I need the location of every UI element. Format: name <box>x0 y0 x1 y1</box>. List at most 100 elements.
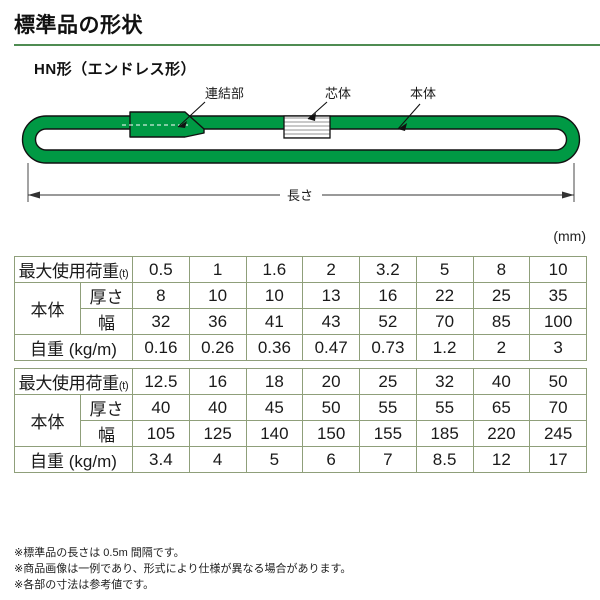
value-cell: 12 <box>472 446 531 473</box>
value-cell: 17 <box>529 446 587 473</box>
row-label-weight: 自重 (kg/m) <box>14 334 133 361</box>
header-capacity-label: 最大使用荷重(t) <box>14 256 133 283</box>
capacity-cell: 0.5 <box>132 256 190 283</box>
value-cell: 55 <box>359 394 417 421</box>
dimension-label-length: 長さ <box>283 185 318 205</box>
capacity-cell: 8 <box>472 256 531 283</box>
length-dimension-arrowheads <box>28 191 574 199</box>
footnote-item: ※標準品の長さは 0.5m 間隔です。 <box>14 547 185 559</box>
value-cell: 8.5 <box>415 446 474 473</box>
capacity-cell: 1 <box>188 256 247 283</box>
value-cell: 70 <box>415 308 474 335</box>
table-row-thickness: 本体 厚さ 40 40 45 50 55 55 65 70 <box>14 394 587 447</box>
capacity-cell: 50 <box>529 368 587 395</box>
callout-arrowheads <box>178 113 407 132</box>
spec-table-small-capacity: 最大使用荷重(t) 0.5 1 1.6 2 3.2 5 8 10 本体 厚さ 8… <box>14 256 587 361</box>
title-divider <box>14 44 600 47</box>
length-dimension <box>27 163 575 203</box>
value-cell: 245 <box>529 420 587 447</box>
section-subtitle: HN形（エンドレス形） <box>34 61 197 79</box>
value-cell: 40 <box>132 394 190 421</box>
callout-leaders <box>177 101 421 130</box>
callout-label-connector: 連結部 <box>205 86 245 102</box>
page-title: 標準品の形状 <box>14 14 143 37</box>
connector-sleeve-shape <box>122 111 205 138</box>
value-cell: 125 <box>188 420 247 447</box>
value-cell: 0.26 <box>188 334 247 361</box>
value-cell: 32 <box>132 308 190 335</box>
value-cell: 25 <box>472 282 531 309</box>
table-row-width: 幅 105 125 140 150 155 185 220 245 <box>15 420 587 447</box>
table-row-weight: 自重 (kg/m) 0.16 0.26 0.36 0.47 0.73 1.2 2… <box>14 334 587 361</box>
value-cell: 10 <box>245 282 304 309</box>
value-cell: 70 <box>529 394 587 421</box>
value-cell: 155 <box>359 420 417 447</box>
capacity-cell: 12.5 <box>132 368 190 395</box>
core-band-shape <box>283 115 331 139</box>
value-cell: 35 <box>529 282 587 309</box>
capacity-cell: 3.2 <box>359 256 417 283</box>
capacity-cell: 2 <box>302 256 360 283</box>
value-cell: 0.36 <box>245 334 304 361</box>
value-cell: 45 <box>245 394 304 421</box>
value-cell: 0.47 <box>302 334 360 361</box>
value-cell: 0.73 <box>359 334 417 361</box>
callout-label-core: 芯体 <box>325 86 352 102</box>
row-label-thickness: 厚さ <box>80 394 133 421</box>
capacity-cell: 16 <box>188 368 247 395</box>
value-cell: 55 <box>415 394 474 421</box>
capacity-cell: 32 <box>415 368 474 395</box>
value-cell: 43 <box>302 308 360 335</box>
value-cell: 22 <box>415 282 474 309</box>
value-cell: 185 <box>415 420 474 447</box>
value-cell: 50 <box>302 394 360 421</box>
table-row-width: 幅 32 36 41 43 52 70 85 100 <box>15 308 587 335</box>
value-cell: 13 <box>302 282 360 309</box>
row-label-width: 幅 <box>80 308 133 335</box>
footnote-item: ※商品画像は一例であり、形式により仕様が異なる場合があります。 <box>14 562 352 575</box>
capacity-cell: 5 <box>415 256 474 283</box>
value-cell: 100 <box>529 308 587 335</box>
capacity-cell: 20 <box>302 368 360 395</box>
value-cell: 220 <box>472 420 531 447</box>
row-label-weight: 自重 (kg/m) <box>14 446 133 473</box>
table-row-header: 最大使用荷重(t) 0.5 1 1.6 2 3.2 5 8 10 <box>14 256 587 283</box>
table-row-weight: 自重 (kg/m) 3.4 4 5 6 7 8.5 12 17 <box>14 446 587 473</box>
value-cell: 85 <box>472 308 531 335</box>
value-cell: 0.16 <box>132 334 190 361</box>
page-header: 標準品の形状 <box>0 0 600 47</box>
capacity-cell: 18 <box>245 368 304 395</box>
value-cell: 1.2 <box>415 334 474 361</box>
value-cell: 105 <box>132 420 190 447</box>
value-cell: 5 <box>245 446 304 473</box>
table-row-header: 最大使用荷重(t) 12.5 16 18 20 25 32 40 50 <box>14 368 587 395</box>
header-capacity-label: 最大使用荷重(t) <box>14 368 133 395</box>
value-cell: 140 <box>245 420 304 447</box>
callout-label-body: 本体 <box>410 86 437 102</box>
value-cell: 8 <box>132 282 190 309</box>
table-row-thickness: 本体 厚さ 8 10 10 13 16 22 25 35 <box>14 282 587 335</box>
value-cell: 36 <box>188 308 247 335</box>
value-cell: 65 <box>472 394 531 421</box>
footnotes: ※標準品の長さは 0.5m 間隔です。 ※商品画像は一例であり、形式により仕様が… <box>14 546 351 594</box>
capacity-cell: 40 <box>472 368 531 395</box>
row-label-thickness: 厚さ <box>80 282 133 309</box>
unit-note: (mm) <box>553 228 586 244</box>
value-cell: 2 <box>472 334 531 361</box>
value-cell: 7 <box>359 446 417 473</box>
value-cell: 4 <box>188 446 247 473</box>
value-cell: 6 <box>302 446 360 473</box>
capacity-cell: 25 <box>359 368 417 395</box>
value-cell: 10 <box>188 282 247 309</box>
capacity-cell: 10 <box>529 256 587 283</box>
row-label-width: 幅 <box>80 420 133 447</box>
group-label-body: 本体 <box>14 394 81 447</box>
value-cell: 40 <box>188 394 247 421</box>
capacity-cell: 1.6 <box>245 256 304 283</box>
footnote-item: ※各部の寸法は参考値です。 <box>14 578 155 591</box>
endless-sling-belt-diagram: 連結部 芯体 本体 長さ <box>0 85 600 230</box>
spec-tables: 最大使用荷重(t) 0.5 1 1.6 2 3.2 5 8 10 本体 厚さ 8… <box>14 256 587 473</box>
value-cell: 150 <box>302 420 360 447</box>
group-label-body: 本体 <box>14 282 81 335</box>
value-cell: 41 <box>245 308 304 335</box>
